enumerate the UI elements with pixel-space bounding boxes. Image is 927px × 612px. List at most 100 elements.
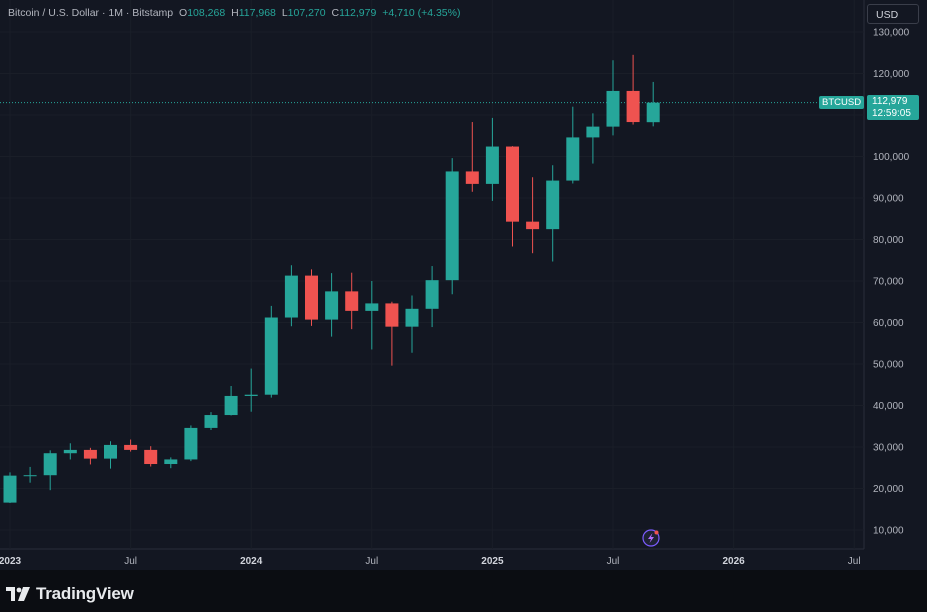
time-axis-background[interactable] [0, 549, 864, 570]
price-tick-label: 60,000 [873, 318, 904, 329]
candle[interactable] [385, 301, 399, 366]
candle[interactable] [566, 106, 580, 184]
time-tick-label: Jul [365, 556, 378, 567]
candle[interactable] [485, 117, 499, 201]
time-tick-label: 2024 [240, 556, 263, 567]
footer: TradingView [0, 576, 927, 612]
candle-body [43, 453, 57, 476]
candle-body [626, 90, 640, 123]
time-tick-label: 2025 [481, 556, 504, 567]
candle-body [3, 475, 17, 503]
candle[interactable] [586, 113, 600, 164]
axis-corner [864, 549, 927, 570]
time-tick-label: Jul [124, 556, 137, 567]
price-tick-label: 40,000 [873, 401, 904, 412]
candle-body [224, 395, 238, 416]
candle-body [144, 449, 158, 465]
candle[interactable] [425, 266, 439, 328]
candle[interactable] [224, 385, 238, 416]
candle[interactable] [445, 158, 459, 295]
symbol-tag: BTCUSD [819, 96, 865, 109]
currency-button[interactable]: USD [867, 4, 919, 24]
gridlines [0, 0, 864, 549]
candle-body [405, 308, 419, 327]
symbol-title: Bitcoin / U.S. Dollar · 1M · Bitstamp [8, 7, 174, 19]
candle-body [606, 90, 620, 127]
candle-body [104, 444, 117, 459]
high-value: 117,968 [238, 7, 276, 19]
candle[interactable] [264, 305, 278, 398]
candle[interactable] [124, 439, 138, 452]
low-value: 107,270 [287, 7, 326, 19]
time-tick-label: Jul [607, 556, 620, 567]
high-label: H [231, 7, 239, 19]
candle[interactable] [365, 281, 379, 350]
price-tick-label: 130,000 [873, 28, 910, 39]
candle-body [546, 180, 560, 230]
candle[interactable] [3, 472, 17, 504]
low-label: L [281, 7, 288, 19]
candle[interactable] [63, 443, 77, 460]
candle-countdown: 12:59:05 [872, 108, 911, 119]
price-tick-label: 80,000 [873, 235, 904, 246]
candle-body [445, 171, 459, 281]
candle[interactable] [626, 54, 640, 125]
price-tick-label: 30,000 [873, 443, 904, 454]
candle[interactable] [506, 146, 519, 247]
time-tick-label: 2023 [0, 556, 22, 567]
candle-body [385, 303, 399, 327]
candle-body [284, 275, 298, 318]
candle[interactable] [325, 273, 339, 337]
candle[interactable] [465, 122, 479, 192]
price-tick-label: 50,000 [873, 360, 904, 371]
candle[interactable] [23, 466, 37, 483]
candle[interactable] [83, 447, 97, 465]
price-tick-label: 10,000 [873, 526, 904, 537]
open-value: 108,268 [187, 7, 226, 19]
candle[interactable] [546, 165, 560, 262]
candle-body [83, 449, 97, 459]
candle-body [485, 146, 499, 184]
close-value: 112,979 [339, 7, 377, 19]
candle[interactable] [144, 446, 158, 467]
candle[interactable] [104, 441, 117, 469]
change-value: +4,710 (+4.35%) [382, 7, 461, 19]
candle-body [526, 221, 540, 230]
candle[interactable] [345, 272, 359, 330]
candle-body [264, 317, 278, 395]
price-tick-label: 70,000 [873, 277, 904, 288]
price-tick-label: 100,000 [873, 152, 910, 163]
tradingview-logo-text: TradingView [36, 584, 134, 603]
candle-body [566, 137, 580, 181]
candle[interactable] [646, 81, 660, 127]
last-price-tag: 112,979 12:59:05 [867, 95, 919, 120]
candle[interactable] [526, 177, 540, 254]
candle[interactable] [606, 60, 620, 136]
candle-body [184, 427, 198, 460]
candle[interactable] [284, 265, 298, 327]
tradingview-logo[interactable]: TradingView [6, 584, 134, 604]
time-axis-labels: 2023 Jul 2024 Jul 2025 Jul 2026 Jul [0, 556, 861, 567]
candle-body [646, 102, 660, 123]
candle[interactable] [305, 269, 318, 326]
lightning-icon[interactable] [642, 529, 660, 547]
price-tick-label: 90,000 [873, 194, 904, 205]
price-tick-label: 120,000 [873, 69, 910, 80]
candle[interactable] [244, 368, 258, 412]
candle-body [305, 275, 318, 320]
candle[interactable] [405, 295, 419, 353]
candle-body [325, 291, 339, 320]
candle-body [244, 394, 258, 396]
candle-body [63, 449, 77, 454]
candle-body [23, 475, 37, 477]
candle[interactable] [43, 450, 57, 491]
candle[interactable] [184, 425, 198, 462]
candle[interactable] [204, 412, 218, 430]
candle-body [345, 291, 359, 311]
time-tick-label: Jul [848, 556, 861, 567]
candle[interactable] [164, 457, 178, 469]
price-axis-background[interactable] [864, 0, 927, 549]
candles[interactable] [3, 54, 660, 504]
candle-body [204, 415, 218, 428]
